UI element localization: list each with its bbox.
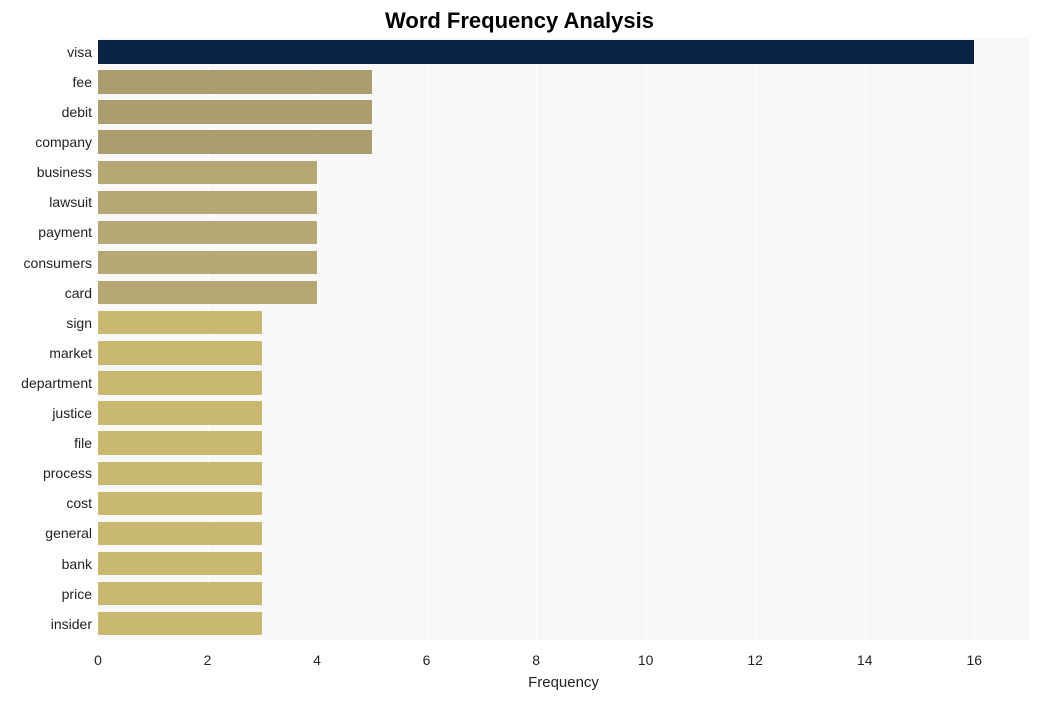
y-tick-label: bank [0, 556, 92, 572]
bar [98, 70, 372, 93]
bar [98, 462, 262, 485]
y-tick-label: card [0, 285, 92, 301]
y-tick-label: sign [0, 315, 92, 331]
grid-line [208, 38, 209, 640]
x-tick-label: 0 [94, 652, 102, 668]
y-tick-label: fee [0, 74, 92, 90]
chart-title: Word Frequency Analysis [0, 8, 1039, 34]
bar [98, 281, 317, 304]
y-tick-label: market [0, 345, 92, 361]
bar [98, 431, 262, 454]
x-tick-label: 4 [313, 652, 321, 668]
bar [98, 401, 262, 424]
bar [98, 161, 317, 184]
bar [98, 40, 974, 63]
bar [98, 251, 317, 274]
y-tick-label: consumers [0, 255, 92, 271]
x-tick-label: 2 [204, 652, 212, 668]
grid-line [427, 38, 428, 640]
grid-line [536, 38, 537, 640]
bar [98, 612, 262, 635]
y-tick-label: company [0, 134, 92, 150]
grid-line [755, 38, 756, 640]
bar [98, 191, 317, 214]
y-tick-label: business [0, 164, 92, 180]
bar [98, 311, 262, 334]
bar [98, 100, 372, 123]
y-tick-label: justice [0, 405, 92, 421]
x-axis-title: Frequency [528, 674, 599, 691]
x-tick-label: 16 [966, 652, 982, 668]
y-tick-label: department [0, 375, 92, 391]
y-tick-label: visa [0, 44, 92, 60]
x-tick-label: 6 [423, 652, 431, 668]
grid-line [865, 38, 866, 640]
bar [98, 130, 372, 153]
bar [98, 371, 262, 394]
bar [98, 552, 262, 575]
x-tick-label: 10 [638, 652, 654, 668]
word-frequency-chart: Word Frequency Analysis visa fee debit comp… [0, 0, 1039, 701]
plot-area [98, 38, 1029, 640]
bar [98, 341, 262, 364]
bar [98, 221, 317, 244]
y-tick-label: insider [0, 616, 92, 632]
y-tick-label: price [0, 586, 92, 602]
y-tick-label: file [0, 435, 92, 451]
grid-line [317, 38, 318, 640]
y-tick-label: lawsuit [0, 194, 92, 210]
y-tick-label: process [0, 465, 92, 481]
y-tick-label: general [0, 525, 92, 541]
bar [98, 582, 262, 605]
x-tick-label: 12 [747, 652, 763, 668]
x-tick-label: 14 [857, 652, 873, 668]
grid-line [646, 38, 647, 640]
grid-line [98, 38, 99, 640]
y-tick-label: cost [0, 495, 92, 511]
y-tick-label: debit [0, 104, 92, 120]
grid-line [974, 38, 975, 640]
bar [98, 522, 262, 545]
bar [98, 492, 262, 515]
x-tick-label: 8 [532, 652, 540, 668]
y-tick-label: payment [0, 224, 92, 240]
